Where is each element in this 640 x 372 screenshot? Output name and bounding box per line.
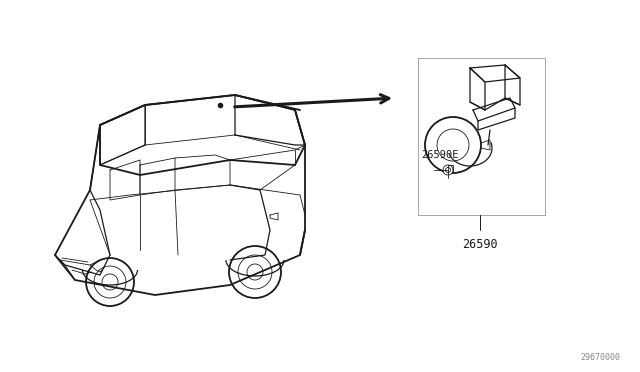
Text: 26590: 26590 (462, 238, 498, 251)
Circle shape (443, 165, 453, 175)
Text: 29670000: 29670000 (580, 353, 620, 362)
Text: 26590E: 26590E (421, 150, 458, 160)
